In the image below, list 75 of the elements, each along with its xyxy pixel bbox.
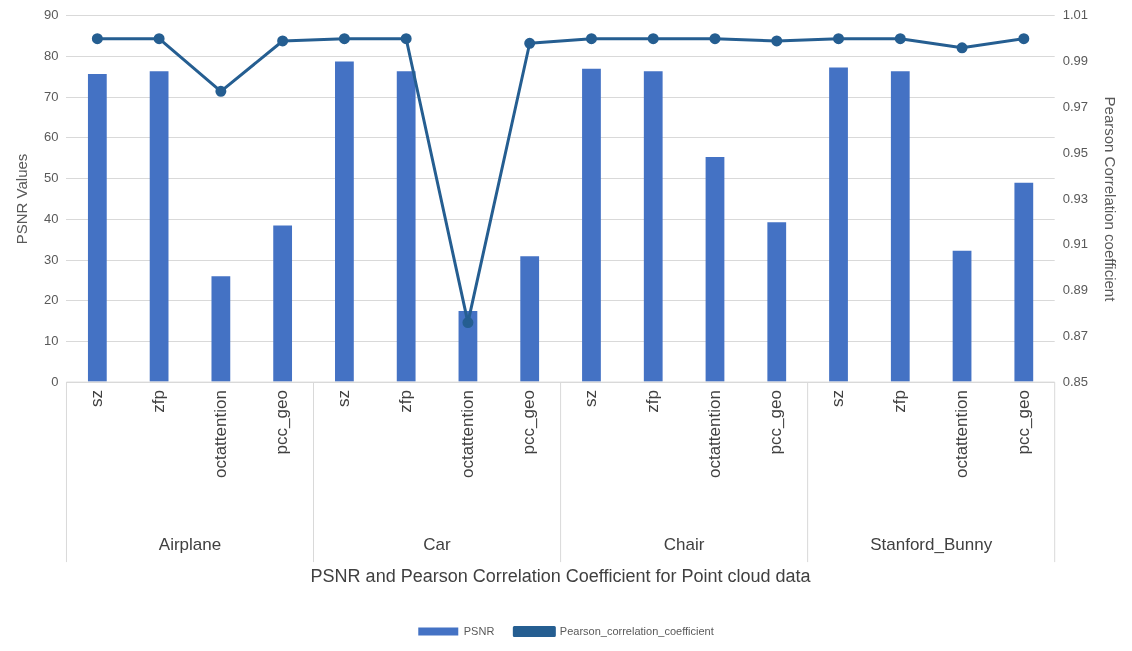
- y-tick-label: 10: [43, 332, 59, 348]
- point: [338, 33, 350, 45]
- y-tick-label: 70: [43, 88, 59, 104]
- point: [585, 33, 597, 45]
- y2-tick-label: 0.97: [1062, 98, 1089, 114]
- bar: [273, 225, 293, 382]
- x-tick-label: sz: [828, 390, 848, 408]
- point: [709, 33, 721, 45]
- y-tick-label: 90: [43, 7, 59, 23]
- bar: [643, 71, 663, 382]
- y-tick-label: 60: [43, 129, 59, 145]
- x-tick-label: octattention: [704, 390, 724, 479]
- bar: [952, 250, 972, 382]
- point: [833, 33, 845, 45]
- x-tick-label: pcc_geo: [766, 390, 786, 455]
- bar: [87, 74, 107, 382]
- legend-label: Pearson_correlation_coefficient: [559, 624, 714, 637]
- y2-tick-label: 0.85: [1062, 373, 1089, 389]
- x-tick-label: sz: [334, 390, 354, 408]
- y-axis-title: PSNR Values: [13, 153, 31, 245]
- bar: [890, 71, 910, 382]
- bar: [149, 71, 169, 382]
- point: [153, 33, 165, 45]
- x-tick-label: zfp: [395, 390, 415, 413]
- bar: [705, 157, 725, 382]
- bar: [335, 61, 354, 382]
- text: Stanford_Bunny: [870, 534, 993, 554]
- x-axis-title: PSNR and Pearson Correlation Coefficient for Point cloud data: [310, 566, 812, 587]
- point: [647, 33, 659, 45]
- x-tick-label: pcc_geo: [272, 390, 292, 455]
- y2-tick-label: 1.01: [1062, 7, 1089, 23]
- y-tick-label: 30: [43, 251, 59, 267]
- legend-label: PSNR: [463, 624, 495, 637]
- x-tick-label: pcc_geo: [1013, 390, 1033, 455]
- point: [277, 35, 289, 47]
- y-tick-label: 0: [51, 373, 59, 389]
- x-tick-label: sz: [581, 390, 601, 408]
- y-tick-label: 40: [43, 210, 59, 226]
- y2-tick-label: 0.93: [1062, 190, 1089, 206]
- y2-tick-label: 0.87: [1062, 327, 1089, 343]
- bar: [211, 276, 231, 382]
- y2-tick-label: 0.91: [1062, 236, 1089, 252]
- x-tick-label: zfp: [642, 390, 662, 413]
- x-tick-label: zfp: [889, 390, 909, 413]
- x-tick-label: octattention: [457, 390, 477, 479]
- text: Car: [423, 534, 452, 554]
- bar: [396, 71, 416, 382]
- y2-tick-label: 0.89: [1062, 282, 1089, 298]
- y-tick-label: 50: [43, 170, 59, 186]
- point: [1018, 33, 1030, 45]
- x-tick-label: octattention: [951, 390, 971, 479]
- bar: [582, 68, 601, 382]
- bar: [1014, 182, 1034, 382]
- x-tick-label: zfp: [148, 390, 168, 413]
- y2-tick-label: 0.99: [1062, 53, 1089, 69]
- point: [771, 35, 783, 47]
- x-tick-label: sz: [87, 390, 107, 408]
- text: Chair: [663, 534, 705, 554]
- point: [91, 33, 103, 45]
- bar: [767, 222, 787, 382]
- y2-tick-label: 0.95: [1062, 144, 1089, 160]
- point: [524, 37, 536, 49]
- y2-axis-title: Pearson Correlation coefficient: [1101, 96, 1119, 303]
- x-tick-label: octattention: [210, 390, 230, 479]
- point: [215, 85, 227, 97]
- point: [462, 317, 474, 329]
- y-tick-label: 80: [43, 48, 59, 64]
- y-tick-label: 20: [43, 292, 59, 308]
- point: [894, 33, 906, 45]
- point: [956, 42, 968, 54]
- x-tick-label: pcc_geo: [519, 390, 539, 455]
- text: Airplane: [158, 534, 222, 554]
- bar: [520, 256, 540, 382]
- bar: [829, 67, 848, 382]
- point: [400, 33, 412, 45]
